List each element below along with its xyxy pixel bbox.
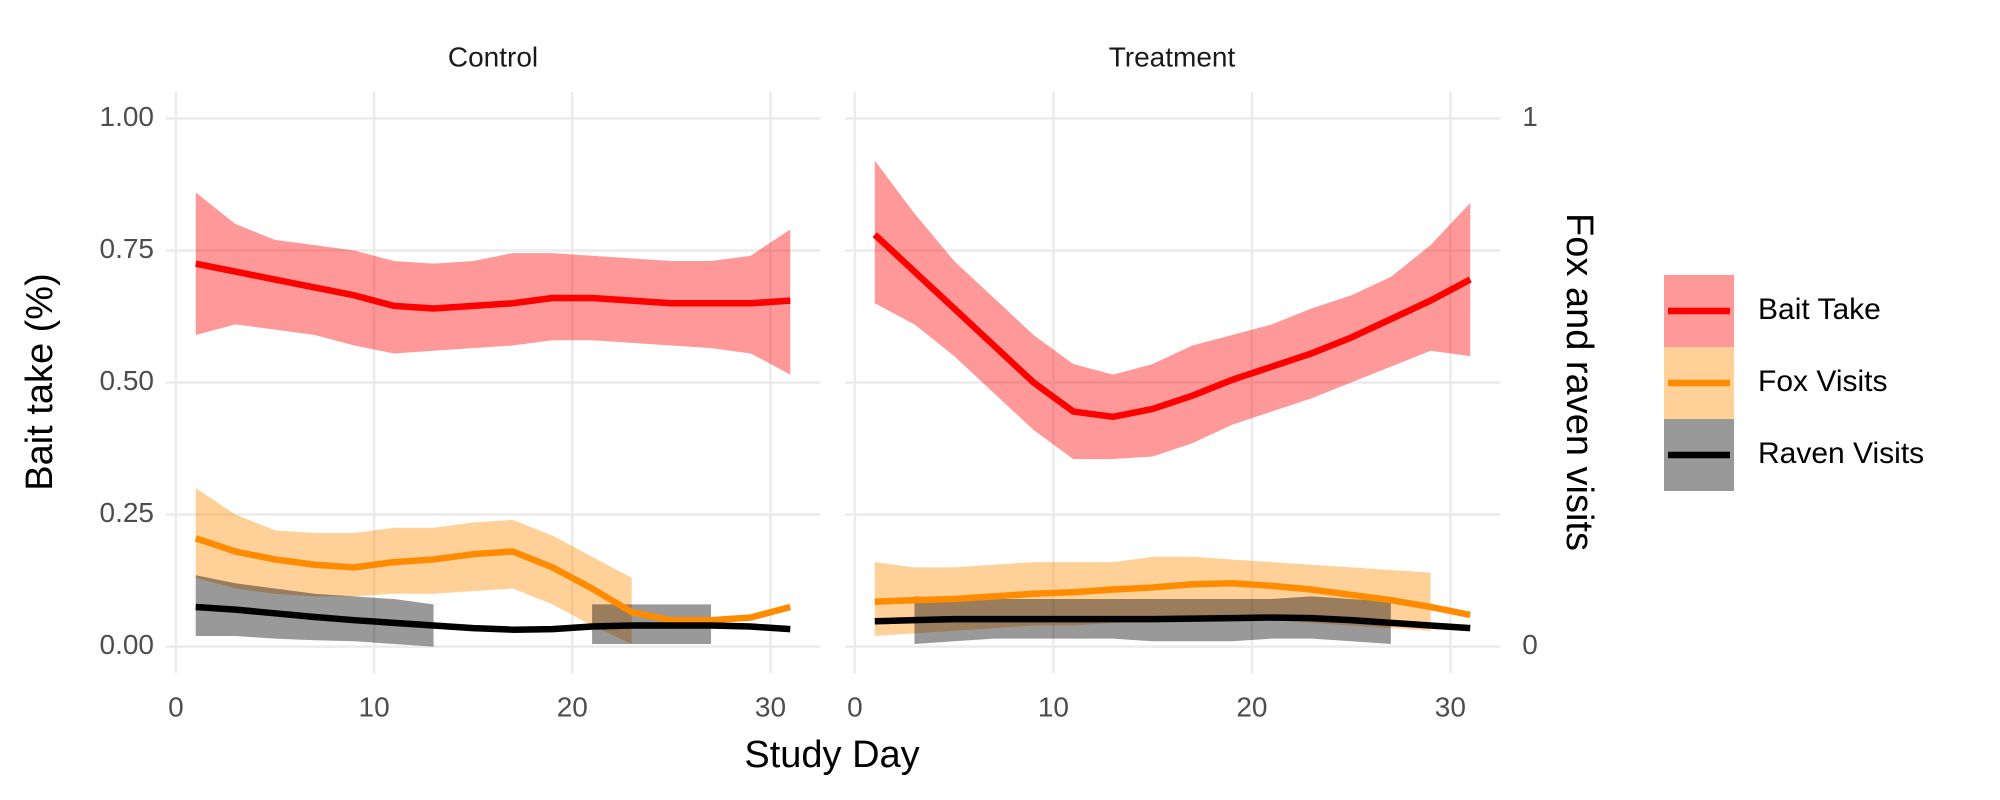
y-axis-title: Bait take (%) <box>19 273 61 491</box>
y-tick-label: 0.00 <box>100 629 155 660</box>
trend-line <box>195 603 791 633</box>
x-tick-label: 0 <box>168 691 184 722</box>
legend-label: Raven Visits <box>1758 437 1924 470</box>
y2-axis-title: Fox and raven visits <box>1558 213 1600 551</box>
confidence-band <box>874 160 1471 460</box>
trend-line <box>194 535 792 624</box>
trend-line <box>874 579 1471 619</box>
grid <box>166 92 820 673</box>
y2-tick-label: 1 <box>1522 101 1538 132</box>
x-tick-label: 30 <box>755 691 786 722</box>
x-tick-label: 10 <box>1038 691 1069 722</box>
panel-title: Treatment <box>1109 41 1236 72</box>
confidence-band <box>195 488 632 644</box>
grid <box>845 92 1500 673</box>
confidence-band <box>195 575 434 647</box>
lines <box>194 260 792 633</box>
x-tick-label: 30 <box>1435 691 1466 722</box>
trend-line <box>872 232 1472 421</box>
trend-line <box>195 260 791 312</box>
y-tick-label: 0.25 <box>100 497 155 528</box>
confidence-band <box>195 192 791 375</box>
x-tick-label: 20 <box>1236 691 1267 722</box>
x-tick-label: 10 <box>359 691 390 722</box>
legend-label: Bait Take <box>1758 293 1881 326</box>
y2-tick-label: 0 <box>1522 629 1538 660</box>
y-tick-label: 1.00 <box>100 101 155 132</box>
y-tick-label: 0.50 <box>100 365 155 396</box>
legend-label: Fox Visits <box>1758 365 1887 398</box>
x-tick-label: 0 <box>847 691 863 722</box>
lines <box>872 232 1472 632</box>
bands <box>195 192 791 647</box>
x-axis-title: Study Day <box>744 734 919 776</box>
trend-line <box>874 614 1471 632</box>
panel-title: Control <box>448 41 538 72</box>
x-tick-label: 20 <box>557 691 588 722</box>
y-tick-label: 0.75 <box>100 233 155 264</box>
